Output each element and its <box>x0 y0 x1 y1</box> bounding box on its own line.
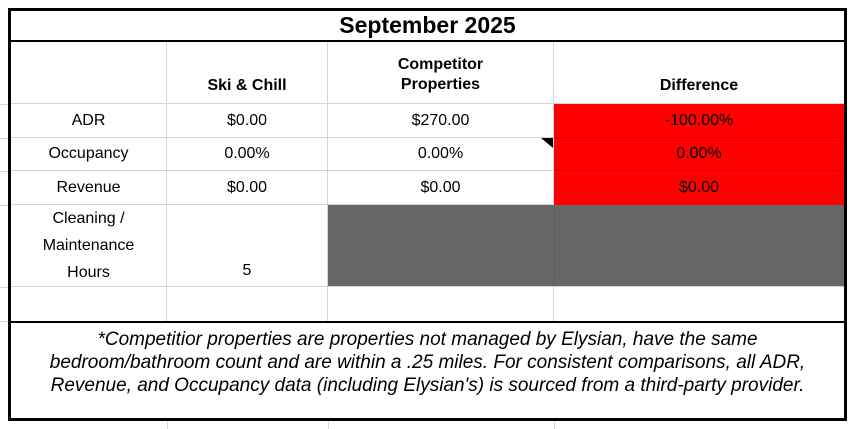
empty-row-cell-ski[interactable] <box>167 287 328 321</box>
cell-adr-competitor[interactable]: $270.00 <box>328 104 554 138</box>
row-label-revenue[interactable]: Revenue <box>11 171 167 205</box>
gridline-stub <box>0 205 8 206</box>
cell-occupancy-competitor-value: 0.00% <box>417 145 464 162</box>
row-label-cleaning-maintenance-hours[interactable]: Cleaning / Maintenance Hours <box>11 205 167 287</box>
row-label-occupancy[interactable]: Occupancy <box>11 138 167 171</box>
cell-revenue-ski[interactable]: $0.00 <box>167 171 328 205</box>
column-header-ski-and-chill[interactable]: Ski & Chill <box>167 42 328 104</box>
column-header-competitor-properties-label: Competitor Properties <box>397 56 484 93</box>
column-header-competitor-properties[interactable]: Competitor Properties <box>328 42 554 104</box>
footnote-cell[interactable]: *Competitior properties are properties n… <box>11 321 844 418</box>
cell-revenue-competitor[interactable]: $0.00 <box>328 171 554 205</box>
cell-cleaning-unavailable-block[interactable] <box>328 205 844 287</box>
footnote-text: *Competitior properties are properties n… <box>49 329 806 396</box>
gridline-stub <box>0 138 8 139</box>
empty-row-cell-difference[interactable] <box>554 287 844 321</box>
gridline-stub <box>0 104 8 105</box>
cell-occupancy-competitor[interactable]: 0.00% <box>328 138 554 171</box>
cell-occupancy-difference[interactable]: 0.00% <box>554 138 844 171</box>
gridline-stub <box>0 171 8 172</box>
column-header-row-labels[interactable] <box>11 42 167 104</box>
cell-adr-ski[interactable]: $0.00 <box>167 104 328 138</box>
empty-row-cell-labels[interactable] <box>11 287 167 321</box>
gridline-stub <box>328 421 329 429</box>
cell-cleaning-ski[interactable]: 5 <box>167 205 328 287</box>
row-label-adr[interactable]: ADR <box>11 104 167 138</box>
empty-row-cell-competitor[interactable] <box>328 287 554 321</box>
gridline-stub <box>554 421 555 429</box>
monthly-report-table: September 2025 Ski & Chill Competitor Pr… <box>8 8 847 421</box>
gridline-stub <box>167 421 168 429</box>
cell-adr-difference[interactable]: -100.00% <box>554 104 844 138</box>
row-label-cleaning-maintenance-hours-text: Cleaning / Maintenance Hours <box>42 210 135 281</box>
column-header-ski-and-chill-label: Ski & Chill <box>207 77 287 94</box>
cell-revenue-difference[interactable]: $0.00 <box>554 171 844 205</box>
gridline-stub <box>0 321 8 322</box>
cell-occupancy-ski[interactable]: 0.00% <box>167 138 328 171</box>
column-header-difference[interactable]: Difference <box>554 42 844 104</box>
cell-note-triangle-icon[interactable] <box>541 138 553 148</box>
column-header-difference-label: Difference <box>659 77 739 94</box>
gridline-stub <box>0 287 8 288</box>
report-title-cell[interactable]: September 2025 <box>11 11 844 42</box>
